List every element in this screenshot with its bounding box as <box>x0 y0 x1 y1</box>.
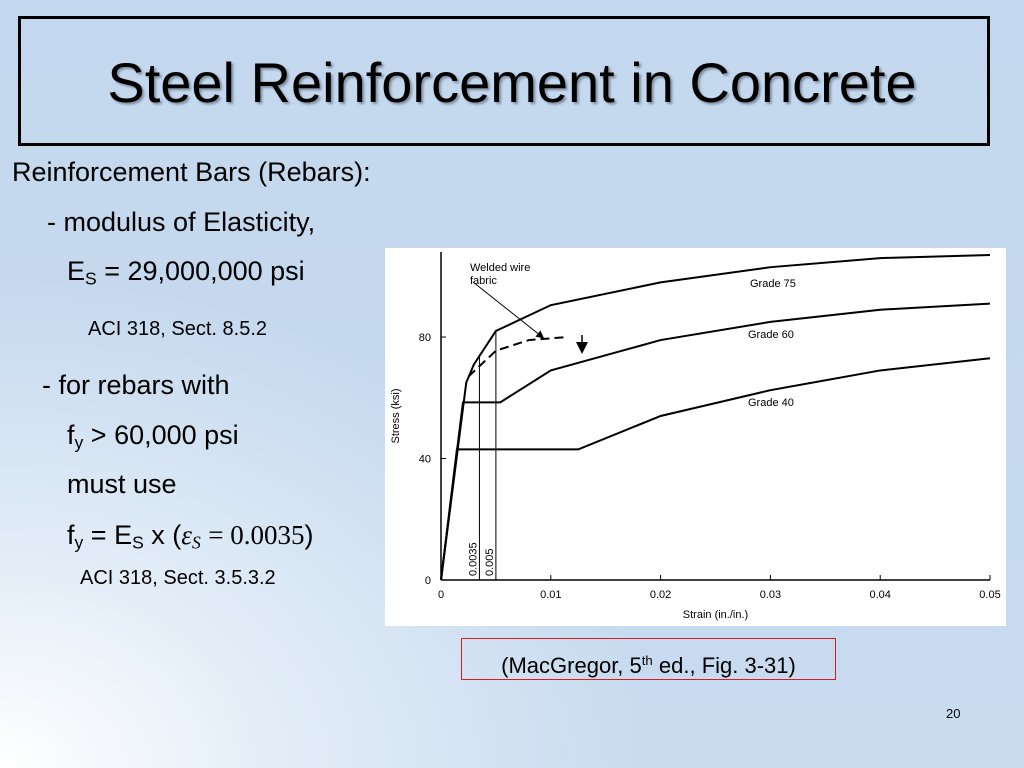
subscript: S <box>191 532 201 553</box>
symbol: f <box>67 520 75 550</box>
reference: ACI 318, Sect. 8.5.2 <box>88 318 267 340</box>
formula: ES = 29,000,000 psi <box>67 256 305 289</box>
symbol: ε <box>181 520 192 550</box>
x-tick-label: 0.01 <box>540 589 561 601</box>
series-label: Grade 40 <box>748 397 794 409</box>
subscript: y <box>74 532 84 553</box>
heading: Reinforcement Bars (Rebars): <box>12 157 371 187</box>
subscript: S <box>85 268 97 289</box>
superscript: th <box>641 653 653 668</box>
series-label: Grade 60 <box>748 329 794 341</box>
text: ) <box>304 520 314 550</box>
page-number: 20 <box>946 706 961 721</box>
text: = E <box>90 520 133 550</box>
series-label: Welded wire fabric <box>470 262 531 287</box>
citation: (MacGregor, 5th ed., Fig. 3-31) <box>461 638 836 680</box>
series-line <box>440 302 991 581</box>
series-line <box>440 254 991 581</box>
y-tick-label: 80 <box>419 332 431 344</box>
text: = 29,000,000 psi <box>104 256 305 286</box>
title-box <box>18 16 990 146</box>
text: ed., Fig. 3-31) <box>658 652 796 678</box>
series-line <box>440 357 991 581</box>
x-tick-label: 0.03 <box>760 589 781 601</box>
subscript: y <box>74 432 84 453</box>
text-line: - modulus of Elasticity, <box>47 207 316 237</box>
annotation-arrow <box>472 281 545 339</box>
text: (MacGregor, 5 <box>501 652 642 678</box>
symbol: f <box>67 420 75 450</box>
reference: ACI 318, Sect. 3.5.3.2 <box>80 567 276 589</box>
y-tick-label: 40 <box>419 454 431 466</box>
series-line <box>467 336 568 378</box>
x-axis-label: Strain (in./in.) <box>683 609 748 621</box>
text-line: - for rebars with <box>42 370 230 400</box>
series-label: Grade 75 <box>750 278 796 290</box>
formula: fy > 60,000 psi <box>67 420 239 453</box>
strain-marker-label: 0.0035 <box>467 542 479 576</box>
symbol: E <box>67 256 86 286</box>
y-axis-label: Stress (ksi) <box>390 389 402 444</box>
strain-marker-label: 0.005 <box>484 548 496 576</box>
text: = 0.0035 <box>208 520 305 550</box>
x-tick-label: 0.05 <box>979 589 1000 601</box>
chart: 0 0.01 0.02 0.03 0.04 0.05 0 40 80 Strain (in./in… <box>385 248 1006 626</box>
x-tick-label: 0.02 <box>650 589 671 601</box>
formula: fy = ES x (εS = 0.0035) <box>67 520 313 553</box>
subscript: S <box>132 532 144 553</box>
chart-svg: 0 0.01 0.02 0.03 0.04 0.05 0 40 80 Strain (in./in… <box>390 252 1001 621</box>
text: x ( <box>151 520 182 550</box>
title: Steel Reinforcement in Concrete <box>107 51 917 114</box>
text-line: must use <box>67 469 177 499</box>
text: > 60,000 psi <box>90 420 239 450</box>
x-tick-label: 0.04 <box>869 589 890 601</box>
x-tick-label: 0 <box>438 589 444 601</box>
y-tick-label: 0 <box>425 575 431 587</box>
